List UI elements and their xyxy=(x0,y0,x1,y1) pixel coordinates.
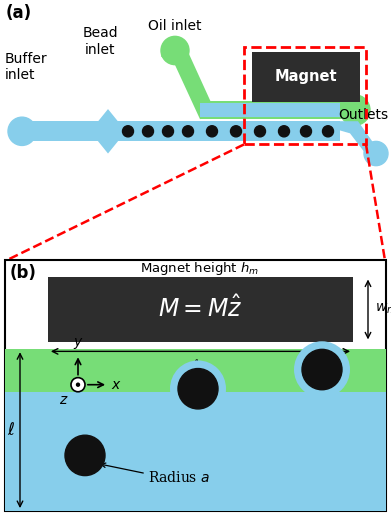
Circle shape xyxy=(364,141,388,166)
Circle shape xyxy=(294,341,350,398)
Text: Buffer
inlet: Buffer inlet xyxy=(5,52,48,82)
Text: Magnet height $h_m$: Magnet height $h_m$ xyxy=(140,261,260,278)
Text: $M=M\hat{z}$: $M=M\hat{z}$ xyxy=(158,296,242,322)
Circle shape xyxy=(302,349,342,390)
Text: $w_m$: $w_m$ xyxy=(375,302,391,316)
Bar xyxy=(5,349,386,392)
Text: $x$: $x$ xyxy=(111,378,122,392)
Polygon shape xyxy=(90,109,126,154)
Text: Bead
inlet: Bead inlet xyxy=(82,26,118,57)
Bar xyxy=(48,277,353,342)
Circle shape xyxy=(206,126,217,137)
Text: Radius $a$: Radius $a$ xyxy=(148,470,210,485)
Circle shape xyxy=(178,368,218,409)
Bar xyxy=(200,101,365,119)
Bar xyxy=(244,47,366,144)
Text: $z$: $z$ xyxy=(59,393,69,407)
Circle shape xyxy=(161,36,189,64)
Circle shape xyxy=(231,126,242,137)
Circle shape xyxy=(255,126,265,137)
Circle shape xyxy=(340,95,370,125)
Text: $y$: $y$ xyxy=(73,336,83,351)
Circle shape xyxy=(170,361,226,417)
Polygon shape xyxy=(161,47,215,119)
Bar xyxy=(18,121,340,141)
Circle shape xyxy=(183,126,194,137)
Circle shape xyxy=(76,382,80,387)
Circle shape xyxy=(301,126,312,137)
Text: Outlets: Outlets xyxy=(338,108,388,122)
Circle shape xyxy=(323,126,334,137)
Circle shape xyxy=(8,117,36,146)
Text: (a): (a) xyxy=(6,4,32,22)
Text: Oil inlet: Oil inlet xyxy=(148,19,202,34)
Circle shape xyxy=(163,126,174,137)
Text: (b): (b) xyxy=(10,264,37,282)
Circle shape xyxy=(278,126,289,137)
Bar xyxy=(200,103,340,117)
Text: Magnet: Magnet xyxy=(275,69,337,84)
Circle shape xyxy=(65,435,105,476)
Circle shape xyxy=(122,126,133,137)
Text: $\ell$: $\ell$ xyxy=(7,422,15,439)
Text: $\ell_m$: $\ell_m$ xyxy=(192,358,208,375)
Circle shape xyxy=(142,126,154,137)
Bar xyxy=(252,52,360,102)
Bar xyxy=(5,392,386,511)
Polygon shape xyxy=(336,121,378,155)
Circle shape xyxy=(71,378,85,392)
